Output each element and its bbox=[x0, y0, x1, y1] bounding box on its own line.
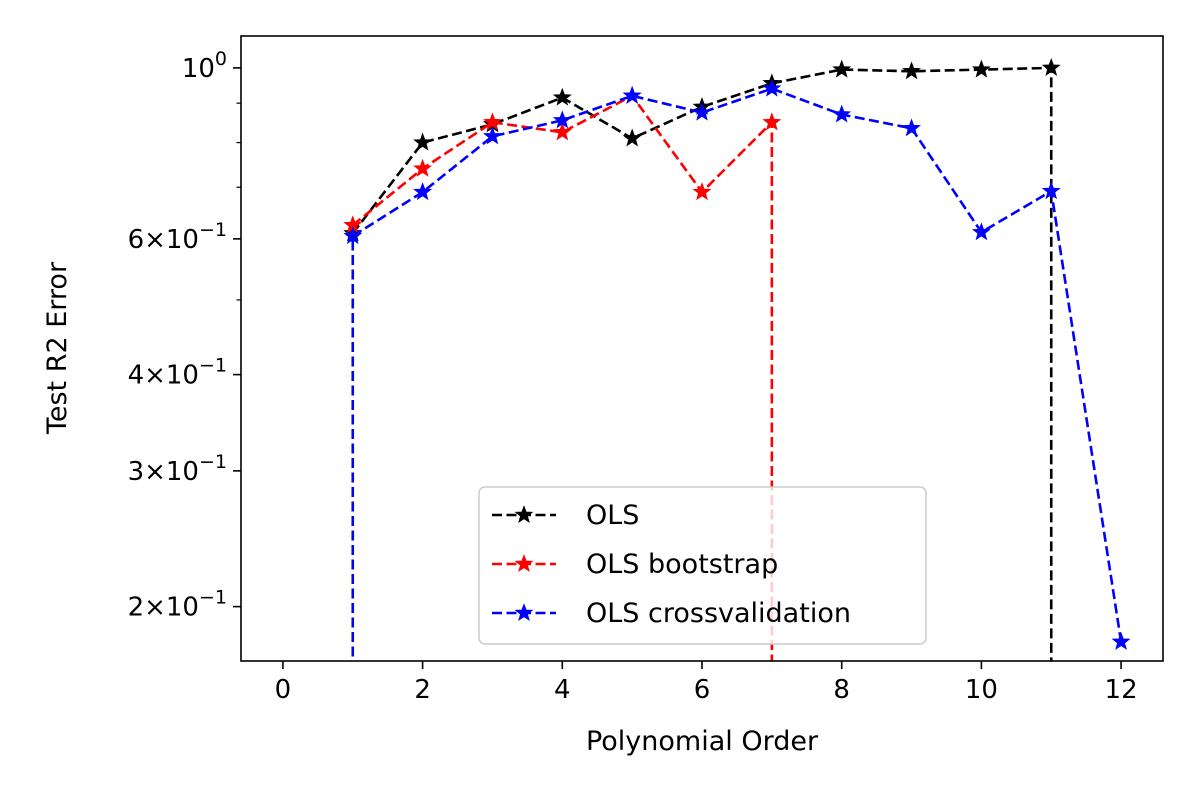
series-line bbox=[351, 66, 1053, 661]
series-layer bbox=[343, 57, 1131, 661]
data-point bbox=[483, 112, 502, 131]
data-point bbox=[692, 102, 712, 121]
x-tick-label: 2 bbox=[414, 675, 431, 705]
data-point bbox=[971, 222, 991, 241]
data-point bbox=[762, 78, 782, 97]
data-point bbox=[483, 126, 502, 145]
data-point bbox=[413, 132, 433, 151]
x-axis-label: Polynomial Order bbox=[586, 726, 819, 757]
legend: OLS OLS bootstrap OLS crossvalidation bbox=[478, 486, 927, 645]
y-tick-label: 2×10−1 bbox=[128, 587, 227, 623]
legend-marker bbox=[514, 554, 534, 573]
data-point bbox=[622, 85, 642, 104]
legend-label: OLS bootstrap bbox=[586, 549, 778, 580]
x-tick-label: 0 bbox=[275, 675, 292, 705]
data-point bbox=[552, 110, 572, 129]
legend-label: OLS crossvalidation bbox=[586, 598, 851, 629]
y-axis: 100 6×10−1 4×10−1 3×10−1 2×10−1 bbox=[128, 48, 241, 623]
legend-label: OLS bbox=[586, 500, 639, 531]
data-point bbox=[343, 226, 363, 245]
data-point bbox=[692, 182, 712, 201]
y-tick-label: 3×10−1 bbox=[128, 451, 227, 487]
data-point bbox=[552, 122, 572, 141]
y-tick-label: 100 bbox=[182, 48, 227, 84]
y-axis-label: Test R2 Error bbox=[42, 261, 73, 435]
legend-box bbox=[478, 486, 927, 645]
data-point bbox=[413, 158, 433, 177]
data-point bbox=[832, 59, 852, 78]
data-point bbox=[552, 87, 572, 106]
data-point bbox=[413, 182, 433, 201]
legend-marker bbox=[514, 603, 534, 622]
data-point bbox=[1041, 181, 1061, 200]
data-point bbox=[1111, 631, 1131, 650]
series-line bbox=[351, 94, 774, 661]
legend-marker bbox=[514, 505, 534, 524]
data-point bbox=[971, 59, 991, 78]
data-point bbox=[832, 104, 852, 123]
y-tick-label: 6×10−1 bbox=[128, 219, 227, 255]
y-tick-label: 4×10−1 bbox=[128, 355, 227, 391]
data-point bbox=[902, 118, 921, 137]
x-axis: 0 2 4 6 8 10 12 bbox=[275, 661, 1138, 705]
x-tick-label: 4 bbox=[554, 675, 571, 705]
data-point bbox=[622, 128, 642, 147]
data-point bbox=[762, 112, 782, 131]
x-tick-label: 10 bbox=[965, 675, 998, 705]
x-tick-label: 8 bbox=[833, 675, 850, 705]
x-tick-label: 12 bbox=[1105, 675, 1138, 705]
x-tick-label: 6 bbox=[694, 675, 711, 705]
data-point bbox=[902, 61, 921, 80]
data-point bbox=[1041, 57, 1061, 76]
